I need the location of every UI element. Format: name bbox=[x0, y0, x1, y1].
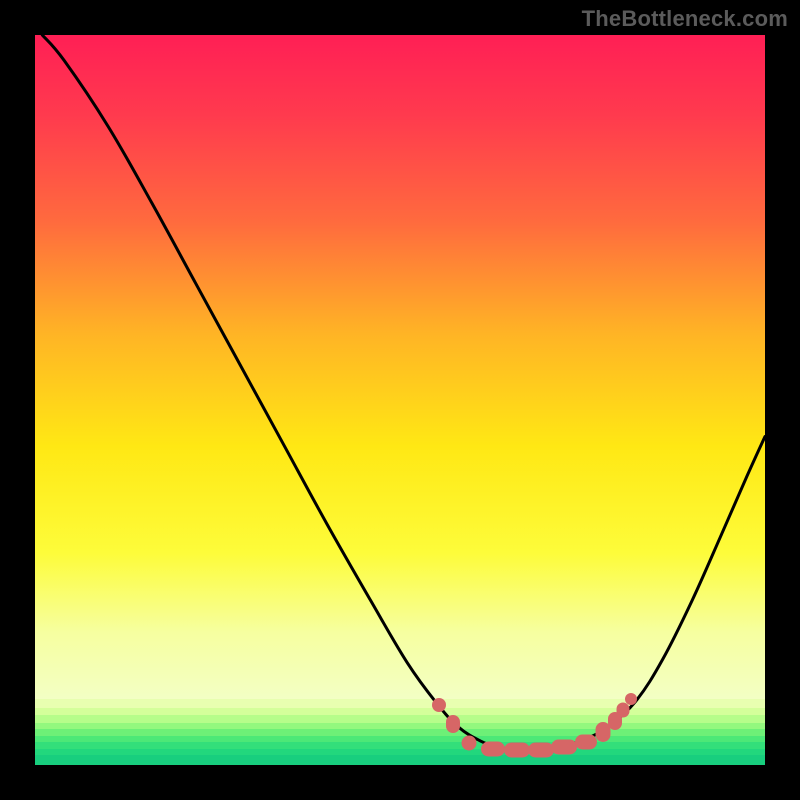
highlight-marker bbox=[551, 740, 577, 755]
highlight-marker bbox=[528, 742, 554, 757]
highlight-marker bbox=[432, 698, 446, 712]
highlight-marker bbox=[446, 715, 460, 733]
highlight-marker bbox=[575, 734, 597, 749]
highlight-marker bbox=[504, 743, 530, 758]
watermark-label: TheBottleneck.com bbox=[582, 6, 788, 32]
highlight-marker bbox=[481, 741, 505, 756]
chart-stage: TheBottleneck.com bbox=[0, 0, 800, 800]
marker-layer bbox=[35, 35, 765, 765]
highlight-marker bbox=[625, 693, 637, 705]
highlight-marker bbox=[462, 736, 477, 751]
plot-frame bbox=[35, 35, 765, 765]
